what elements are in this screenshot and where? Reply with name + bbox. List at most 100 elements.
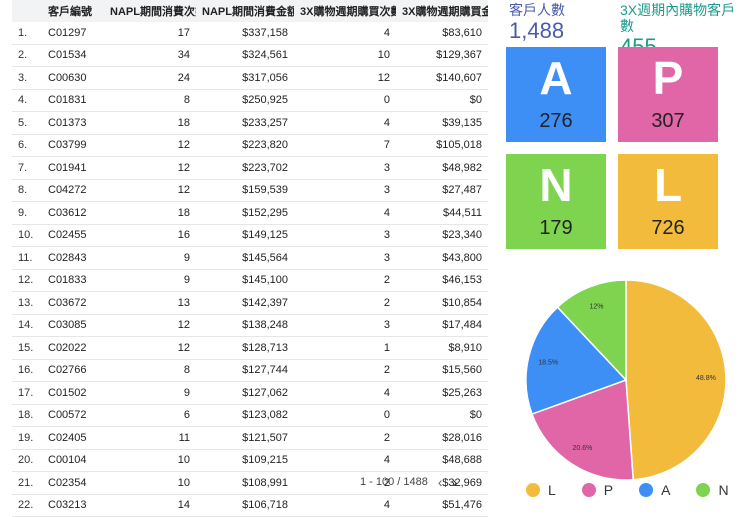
pie-slice-n[interactable]: [556, 279, 627, 382]
cell-row-index: 19.: [12, 426, 42, 450]
cell-row-index: 20.: [12, 449, 42, 472]
cell-cycle-amount: $25,263: [396, 381, 488, 405]
table-row[interactable]: 13. C03672 13 $142,397 2 $10,854: [12, 291, 488, 315]
legend-item-a[interactable]: A: [639, 482, 670, 498]
cell-napl-amount: $128,713: [196, 336, 294, 360]
cell-napl-amount: $337,158: [196, 22, 294, 45]
cell-napl-amount: $145,564: [196, 246, 294, 270]
cell-napl-count: 10: [104, 471, 196, 495]
pie-label-l: 48.8%: [696, 375, 716, 382]
cell-customer-id: C02843: [42, 246, 104, 270]
cell-cycle-amount: $83,610: [396, 22, 488, 45]
cell-row-index: 12.: [12, 269, 42, 292]
cell-cycle-amount: $51,476: [396, 494, 488, 517]
cell-cycle-amount: $39,135: [396, 111, 488, 135]
table-row[interactable]: 15. C02022 12 $128,713 1 $8,910: [12, 336, 488, 360]
cell-napl-amount: $145,100: [196, 269, 294, 292]
legend-item-l[interactable]: L: [526, 482, 556, 498]
table-row[interactable]: 17. C01502 9 $127,062 4 $25,263: [12, 381, 488, 405]
table-row[interactable]: 19. C02405 11 $121,507 2 $28,016: [12, 426, 488, 450]
legend-dot-n: [696, 483, 711, 497]
table-row[interactable]: 11. C02843 9 $145,564 3 $43,800: [12, 246, 488, 270]
cell-cycle-amount: $46,153: [396, 269, 488, 292]
cell-cycle-amount: $27,487: [396, 179, 488, 202]
cell-napl-count: 12: [104, 314, 196, 337]
cell-customer-id: C04272: [42, 179, 104, 202]
cell-napl-count: 12: [104, 134, 196, 157]
cell-row-index: 2.: [12, 44, 42, 67]
header-napl-amount[interactable]: NAPL期間消費金額▼: [196, 0, 294, 22]
cell-cycle-amount: $48,688: [396, 449, 488, 472]
cell-cycle-count: 4: [294, 381, 396, 405]
prev-page-button[interactable]: ‹: [437, 474, 443, 490]
cell-napl-amount: $109,215: [196, 449, 294, 472]
cell-napl-amount: $121,507: [196, 426, 294, 450]
cell-napl-amount: $152,295: [196, 201, 294, 225]
table-header-row: 客戶編號 NAPL期間消費次數 NAPL期間消費金額▼ 3X購物週期購買次數 3…: [12, 0, 488, 22]
table-row[interactable]: 3. C00630 24 $317,056 12 $140,607: [12, 66, 488, 90]
cell-cycle-amount: $8,910: [396, 336, 488, 360]
table-row[interactable]: 20. C00104 10 $109,215 4 $48,688: [12, 449, 488, 472]
cell-row-index: 6.: [12, 134, 42, 157]
table-row[interactable]: 6. C03799 12 $223,820 7 $105,018: [12, 134, 488, 157]
table-row[interactable]: 21. C02354 10 $108,991 2 $32,969: [12, 471, 488, 495]
cell-cycle-count: 2: [294, 291, 396, 315]
header-index: [12, 0, 42, 22]
cell-customer-id: C01941: [42, 156, 104, 180]
tile-n-letter: N: [539, 159, 573, 211]
table-row[interactable]: 9. C03612 18 $152,295 4 $44,511: [12, 201, 488, 225]
table-row[interactable]: 7. C01941 12 $223,702 3 $48,982: [12, 156, 488, 180]
cell-row-index: 8.: [12, 179, 42, 202]
cell-row-index: 1.: [12, 22, 42, 45]
table-row[interactable]: 16. C02766 8 $127,744 2 $15,560: [12, 359, 488, 382]
next-page-button[interactable]: ›: [452, 474, 458, 490]
cell-napl-count: 10: [104, 449, 196, 472]
cell-napl-amount: $106,718: [196, 494, 294, 517]
table-row[interactable]: 22. C03213 14 $106,718 4 $51,476: [12, 494, 488, 517]
tile-l-count: 726: [651, 217, 685, 239]
pagination-label: 1 - 100 / 1488: [360, 476, 428, 488]
cell-cycle-amount: $48,982: [396, 156, 488, 180]
cell-row-index: 22.: [12, 494, 42, 517]
cell-cycle-count: 3: [294, 224, 396, 247]
header-cycle-count[interactable]: 3X購物週期購買次數: [294, 0, 396, 22]
table-row[interactable]: 10. C02455 16 $149,125 3 $23,340: [12, 224, 488, 247]
cell-napl-amount: $149,125: [196, 224, 294, 247]
cell-row-index: 21.: [12, 471, 42, 495]
cell-napl-count: 12: [104, 336, 196, 360]
cell-napl-count: 11: [104, 426, 196, 450]
cell-row-index: 5.: [12, 111, 42, 135]
cell-row-index: 9.: [12, 201, 42, 225]
legend-dot-a: [639, 483, 654, 497]
table-row[interactable]: 1. C01297 17 $337,158 4 $83,610: [12, 22, 488, 45]
cell-napl-count: 6: [104, 404, 196, 427]
legend-label-n: N: [718, 482, 729, 498]
cell-cycle-count: 4: [294, 494, 396, 517]
table-row[interactable]: 4. C01831 8 $250,925 0 $0: [12, 89, 488, 112]
cell-customer-id: C03672: [42, 291, 104, 315]
header-customer-id[interactable]: 客戶編號: [42, 0, 104, 22]
table-row[interactable]: 8. C04272 12 $159,539 3 $27,487: [12, 179, 488, 202]
cell-napl-count: 18: [104, 201, 196, 225]
legend-item-n[interactable]: N: [696, 482, 729, 498]
cell-cycle-count: 0: [294, 404, 396, 427]
header-cycle-amount[interactable]: 3X購物週期購買金額: [396, 0, 488, 22]
table-row[interactable]: 12. C01833 9 $145,100 2 $46,153: [12, 269, 488, 292]
cell-cycle-count: 10: [294, 44, 396, 67]
cell-customer-id: C00104: [42, 449, 104, 472]
cell-cycle-amount: $0: [396, 404, 488, 427]
pie-slice-a[interactable]: [525, 306, 628, 416]
tile-p-letter: P: [652, 52, 684, 104]
table-row[interactable]: 2. C01534 34 $324,561 10 $129,367: [12, 44, 488, 67]
header-napl-count[interactable]: NAPL期間消費次數: [104, 0, 196, 22]
table-row[interactable]: 18. C00572 6 $123,082 0 $0: [12, 404, 488, 427]
table-row[interactable]: 14. C03085 12 $138,248 3 $17,484: [12, 314, 488, 337]
cell-customer-id: C01534: [42, 44, 104, 67]
pie-slice-l[interactable]: [625, 279, 727, 481]
table-row[interactable]: 5. C01373 18 $233,257 4 $39,135: [12, 111, 488, 135]
cell-cycle-count: 2: [294, 471, 396, 495]
legend-item-p[interactable]: P: [581, 482, 613, 498]
legend-dot-p: [581, 483, 596, 497]
cell-napl-amount: $223,702: [196, 156, 294, 180]
tile-p: P 307: [618, 47, 718, 142]
